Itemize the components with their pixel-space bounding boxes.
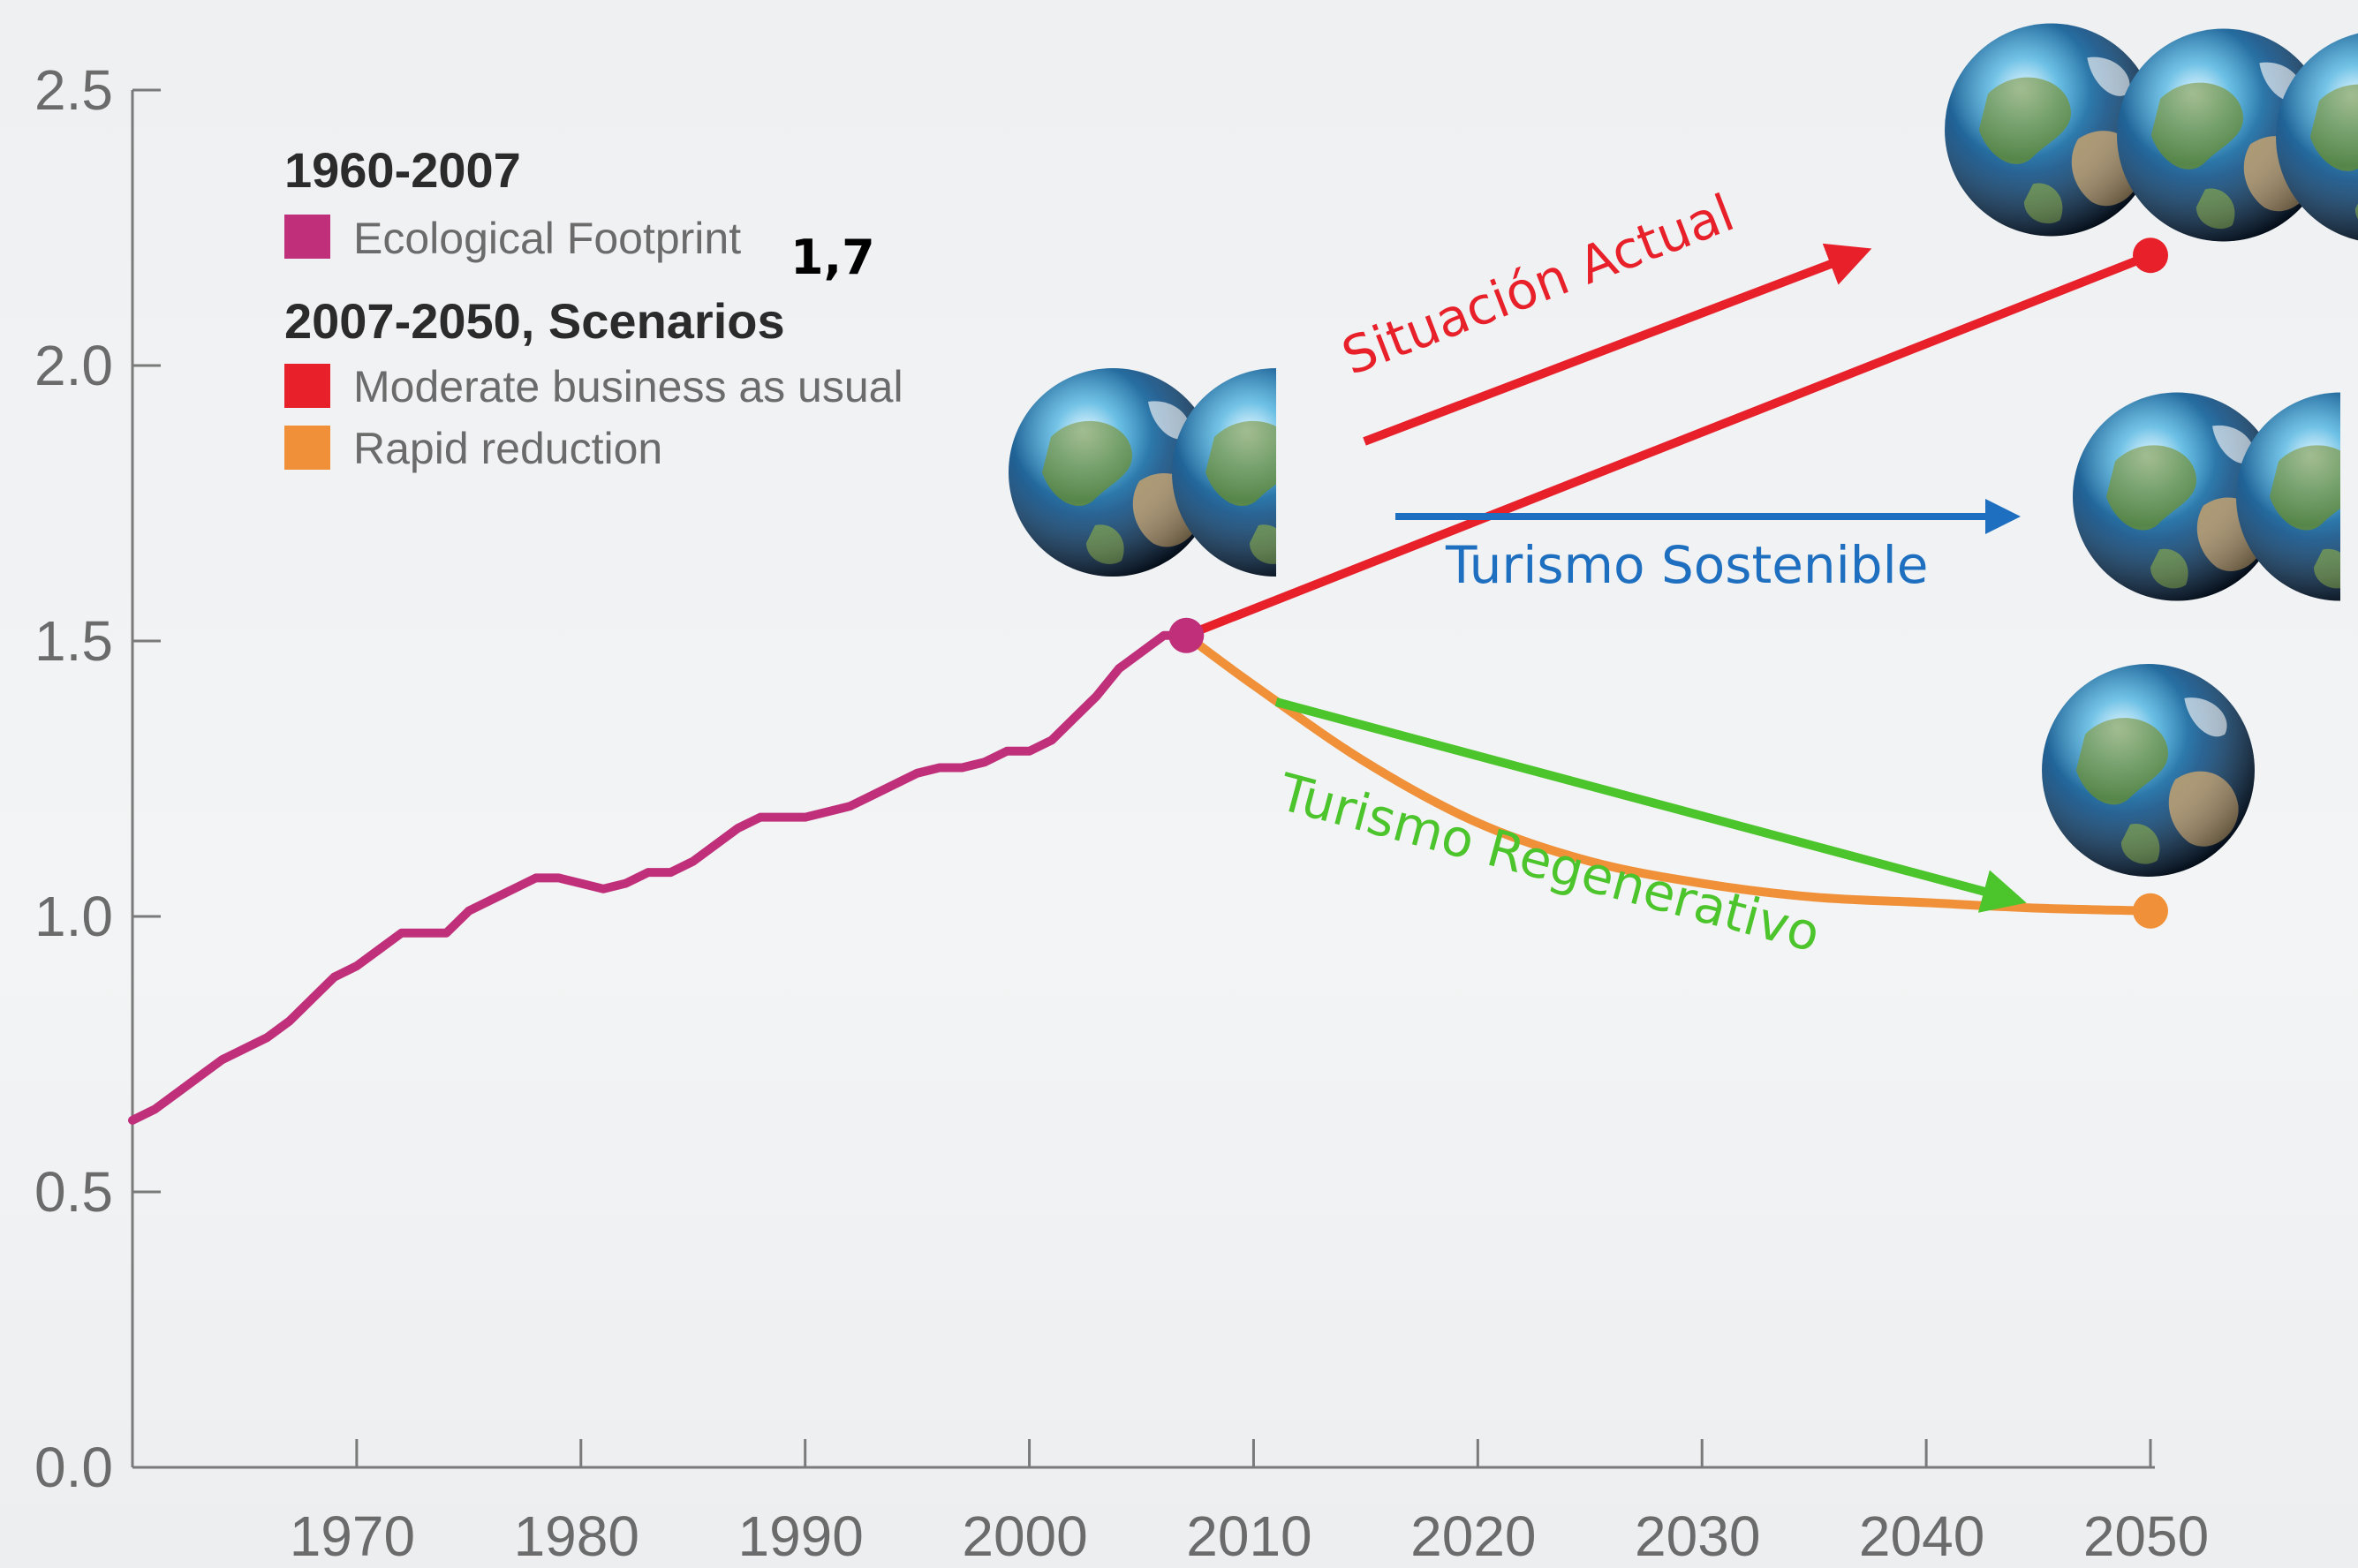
situacion-actual-label: Situación Actual: [1334, 183, 1742, 387]
moderate-business-endpoint: [2133, 237, 2168, 274]
y-tick-label: 0.0: [34, 1436, 113, 1499]
x-tick-group: 1970 1980 1990 2000 2010 2020 2030 2040 2050: [290, 1439, 2209, 1568]
legend: 1960-2007 Ecological Footprint 1,7 2007-…: [284, 142, 903, 473]
x-tick-label: 2010: [1186, 1504, 1311, 1568]
legend-group2-title: 2007-2050, Scenarios: [284, 293, 785, 349]
y-tick-label: 1.5: [34, 609, 113, 673]
value-label-1-7: 1,7: [790, 230, 875, 285]
x-tick-label: 1990: [737, 1504, 863, 1568]
globes-turismo-sostenible: [2073, 392, 2340, 601]
x-tick-label: 2050: [2083, 1504, 2209, 1568]
legend-swatch-rapid-reduction: [284, 426, 330, 470]
y-tick-label: 0.5: [34, 1160, 113, 1224]
legend-label-moderate-business: Moderate business as usual: [353, 362, 903, 411]
series-line-moderate-business-as-usual: [1182, 251, 2155, 640]
globe-icon: [1172, 368, 1276, 577]
x-tick-label: 1980: [514, 1504, 639, 1568]
turismo-regenerativo-arrow: [1274, 697, 2027, 913]
ecological-footprint-endpoint: [1168, 617, 1205, 653]
x-tick-label: 2040: [1859, 1504, 1984, 1568]
turismo-regenerativo-label: Turismo Regenerativo: [1272, 762, 1825, 964]
globes-2007: [1009, 368, 1276, 577]
legend-swatch-ecological-footprint: [284, 215, 330, 259]
globes-situacion-actual: [1945, 23, 2358, 244]
legend-label-ecological-footprint: Ecological Footprint: [353, 214, 741, 263]
y-tick-group: 0.0 0.5 1.0 1.5 2.0 2.5: [34, 58, 161, 1499]
x-tick-label: 2000: [962, 1504, 1087, 1568]
x-tick-label: 2020: [1410, 1504, 1536, 1568]
y-tick-label: 2.0: [34, 334, 113, 397]
legend-label-rapid-reduction: Rapid reduction: [353, 424, 662, 473]
series-line-ecological-footprint: [128, 630, 1191, 1125]
situacion-actual-arrow: [1363, 243, 1872, 446]
y-tick-label: 2.5: [34, 58, 113, 122]
y-tick-label: 1.0: [34, 885, 113, 948]
rapid-reduction-endpoint: [2133, 893, 2168, 929]
legend-swatch-moderate-business: [284, 364, 330, 408]
globe-icon: [2042, 664, 2255, 877]
globe-icon: [2236, 392, 2340, 601]
x-tick-label: 1970: [290, 1504, 415, 1568]
legend-group1-title: 1960-2007: [284, 142, 521, 198]
x-tick-label: 2030: [1635, 1504, 1760, 1568]
turismo-sostenible-label: Turismo Sostenible: [1445, 535, 1928, 595]
